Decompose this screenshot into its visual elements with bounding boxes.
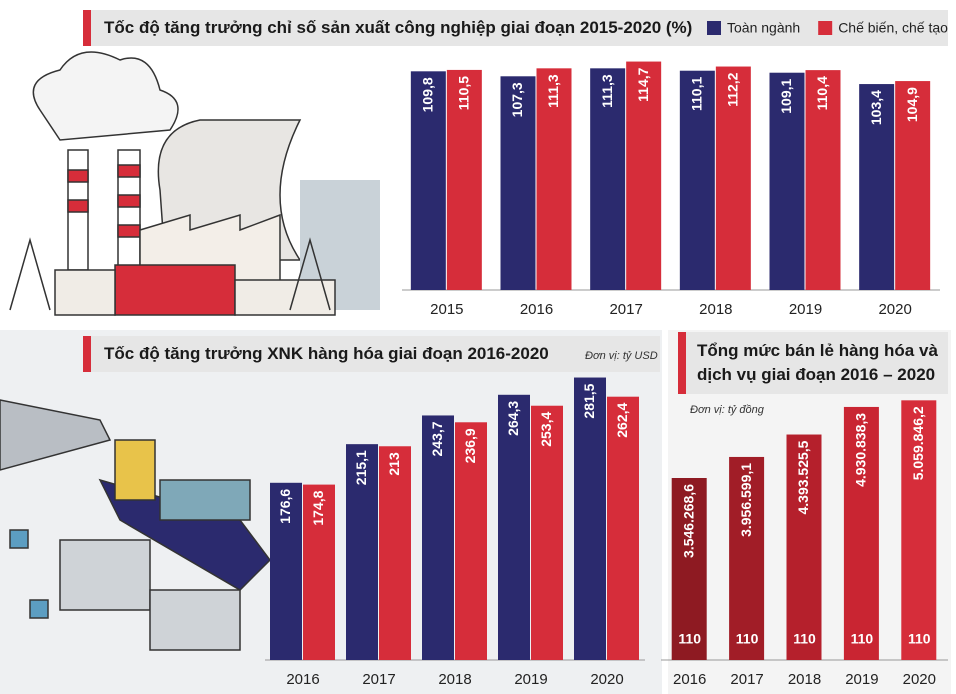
chart-title: Tốc độ tăng trưởng XNK hàng hóa giai đoạ… [104,344,549,363]
data-label: 111,3 [545,74,561,108]
x-tick-label: 2020 [590,671,623,688]
bar [679,70,715,290]
x-tick-label: 2017 [362,671,395,688]
x-tick-label: 2017 [730,671,763,688]
bar [410,71,446,290]
x-tick-label: 2016 [520,301,553,318]
bar [531,405,563,660]
data-label: 110,4 [814,76,830,110]
x-tick-label: 2017 [609,301,642,318]
data-label: 109,1 [778,79,794,114]
bar [536,68,572,290]
data-label: 4.930.838,3 [853,413,869,487]
bar [769,72,805,290]
data-label: 110,1 [689,77,705,111]
data-label: 264,3 [505,401,521,436]
bar [843,406,879,660]
index-label: 110 [908,631,931,647]
bar [895,81,931,291]
index-label: 110 [736,631,759,647]
x-tick-label: 2020 [878,301,911,318]
factory-illustration [9,51,380,316]
data-label: 111,3 [599,74,615,108]
bar [270,482,302,660]
header-accent [83,336,91,372]
legend-swatch [818,21,833,35]
legend-label: Chế biến, chế tạo [838,20,948,36]
data-label: 3.956.599,1 [738,463,754,537]
chart-subtitle: Đơn vị: tỷ đồng [690,404,764,416]
header-accent [678,332,686,394]
legend-label: Toàn ngành [727,20,800,36]
x-tick-label: 2018 [788,671,821,688]
x-tick-label: 2019 [789,301,822,318]
data-label: 103,4 [868,90,884,125]
bar [498,394,530,660]
data-label: 112,2 [725,72,741,106]
bar [805,70,841,291]
bar [607,396,639,660]
bar [574,377,606,660]
data-label: 104,9 [904,87,920,122]
data-label: 4.393.525,5 [795,440,811,514]
chart-title: Tổng mức bán lẻ hàng hóa và dịch vụ giai… [697,341,938,384]
bar [422,415,454,660]
chart-subtitle: Đơn vị: tỷ USD [585,350,658,362]
x-tick-label: 2018 [438,671,471,688]
data-label: 262,4 [614,402,630,437]
index-label: 110 [678,631,701,647]
bar [729,456,765,660]
bar [446,69,482,290]
bar [346,444,378,660]
header-bar [678,332,948,394]
data-label: 110,5 [456,76,472,110]
data-label: 114,7 [635,67,651,101]
data-label: 243,7 [429,421,445,456]
legend-swatch [707,21,721,35]
bar [455,422,487,660]
data-label: 213 [386,452,402,476]
header-bar [83,336,660,372]
bar [590,68,626,290]
data-label: 5.059.846,2 [910,406,926,480]
index-label: 110 [793,631,816,647]
data-label: 176,6 [277,489,293,524]
data-label: 236,9 [462,428,478,463]
data-label: 174,8 [310,490,326,525]
bar [715,66,751,290]
bar [303,484,335,660]
x-tick-label: 2018 [699,301,732,318]
data-label: 253,4 [538,412,554,447]
bar [500,76,536,291]
index-label: 110 [851,631,874,647]
x-tick-label: 2015 [430,301,463,318]
bar [786,434,822,660]
bar [626,61,662,290]
x-tick-label: 2019 [514,671,547,688]
data-label: 107,3 [509,82,525,117]
header-bar [83,10,948,46]
bar [901,400,937,660]
chart-title: Tốc độ tăng trưởng chỉ số sản xuất công … [104,18,693,37]
data-label: 281,5 [581,383,597,418]
x-tick-label: 2016 [286,671,319,688]
data-label: 3.546.268,6 [680,484,696,558]
x-tick-label: 2016 [673,671,706,688]
bar [379,446,411,660]
x-tick-label: 2020 [903,671,936,688]
bar [671,478,707,660]
x-tick-label: 2019 [845,671,878,688]
bar [859,84,895,290]
header-accent [83,10,91,46]
port-illustration [0,399,271,651]
data-label: 109,8 [420,77,436,112]
data-label: 215,1 [353,450,369,485]
